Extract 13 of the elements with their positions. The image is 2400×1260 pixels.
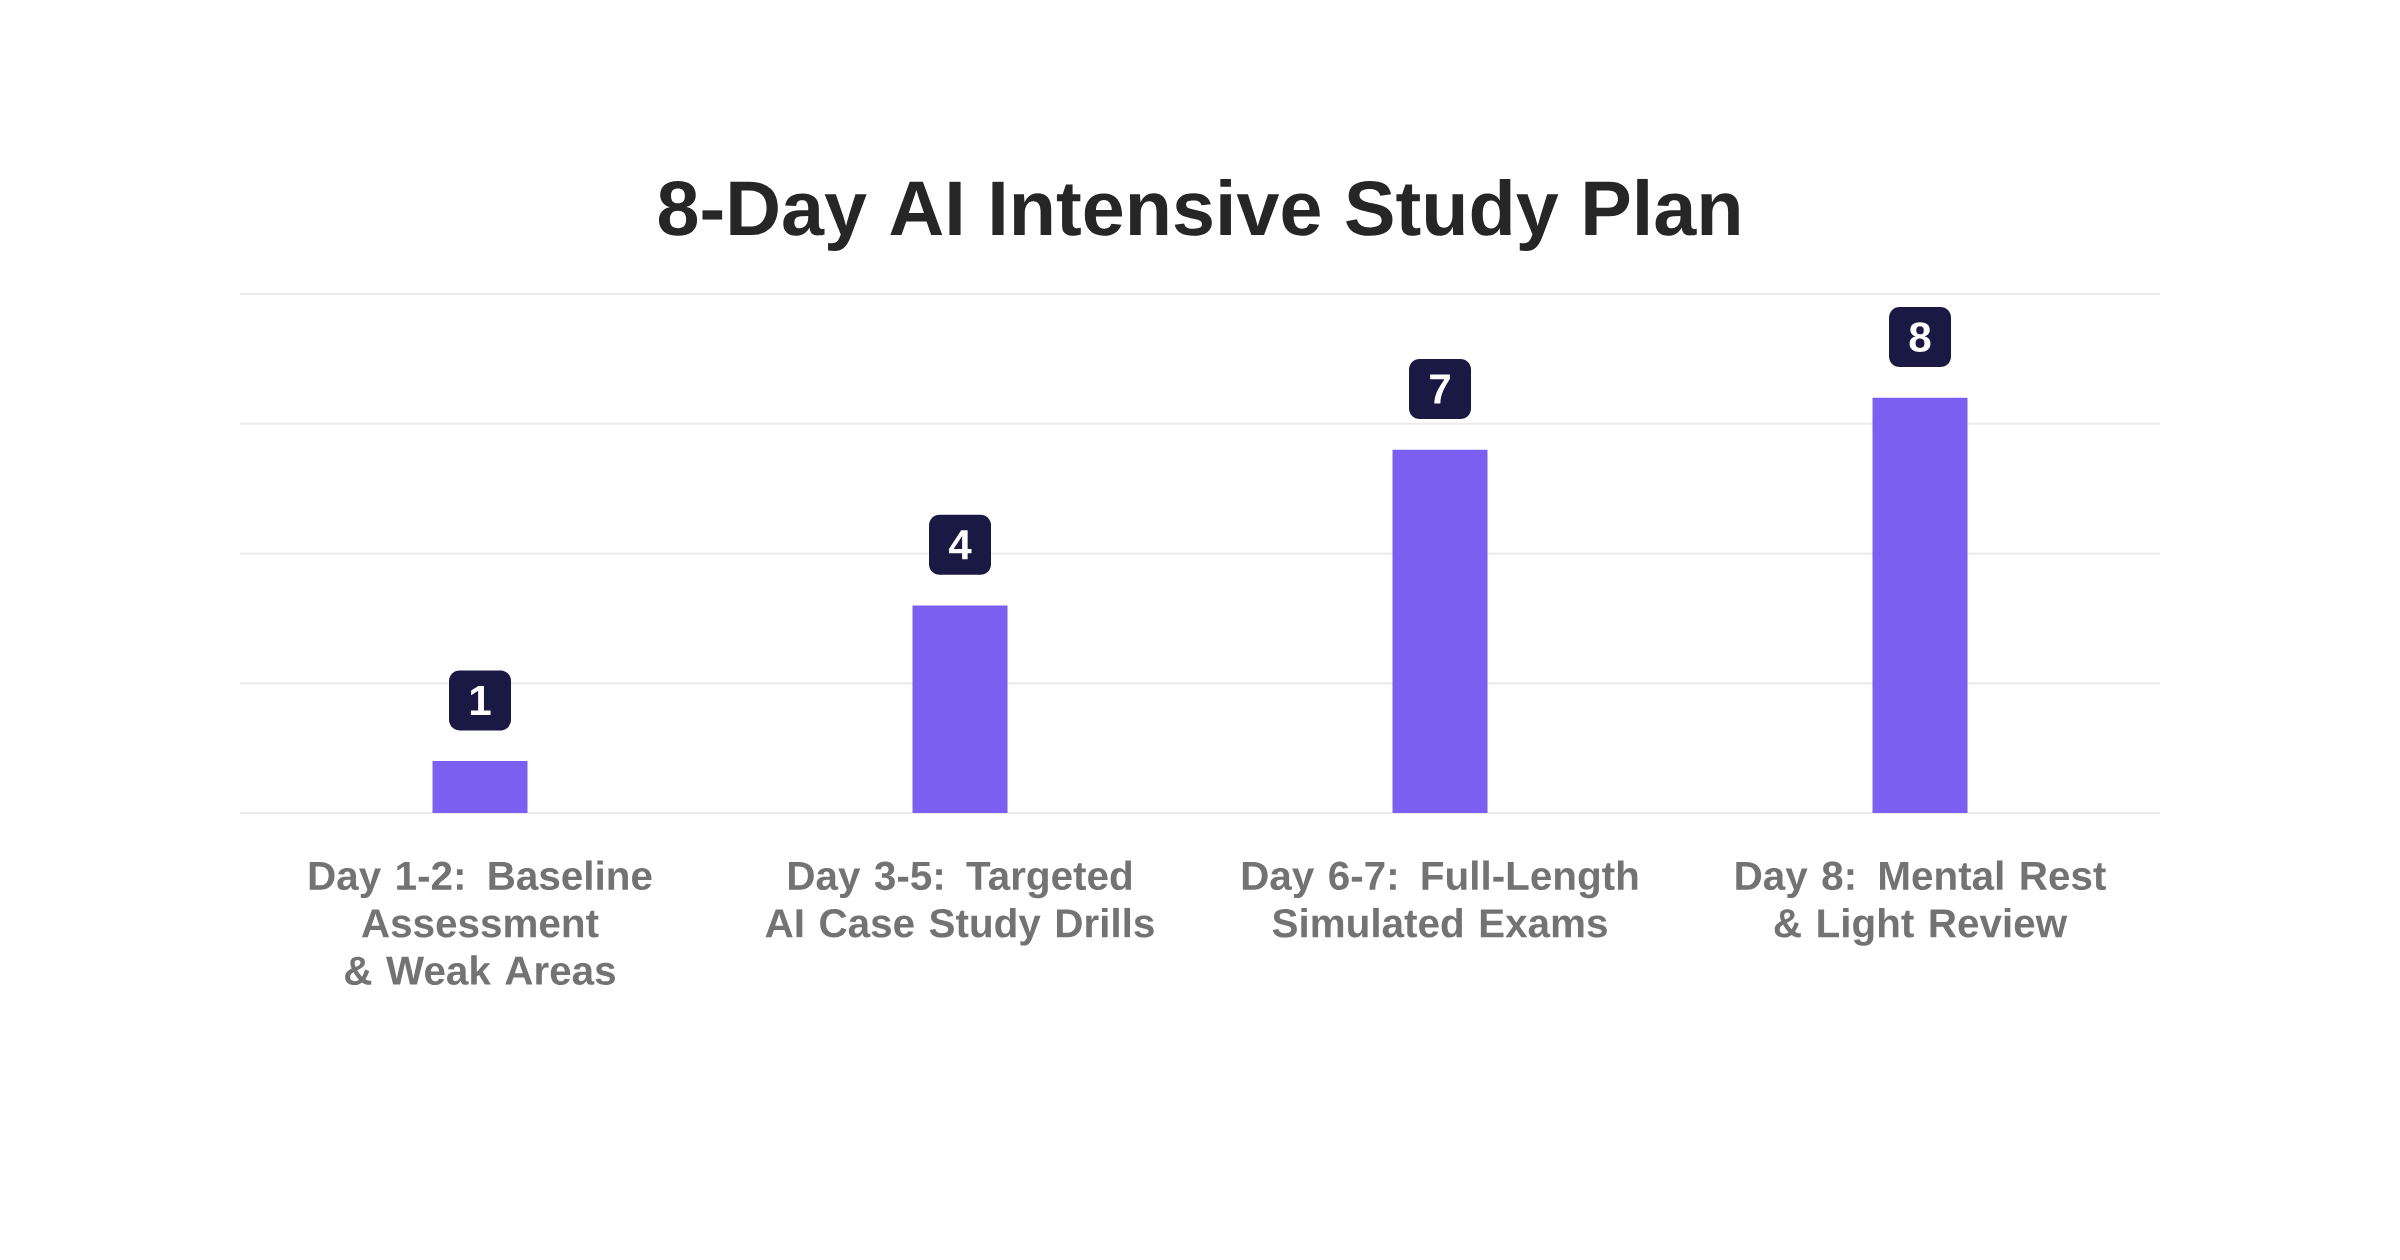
data-label: 4	[948, 530, 972, 560]
bar	[912, 605, 1008, 814]
x-tick-label: Day 6-7: Full-Length Simulated Exams	[1242, 860, 1638, 938]
x-tick-label: Day 8: Mental Rest & Light Review	[1736, 860, 2106, 946]
data-label: 8	[1909, 322, 1931, 353]
bar	[1872, 397, 1968, 814]
chart-title: 8-Day AI Intensive Study Plan	[658, 178, 1739, 252]
bar	[1392, 449, 1488, 814]
x-tick-label: Day 1-2: Baseline Assessment & Weak Areas	[309, 860, 652, 985]
bar	[432, 761, 528, 814]
x-tick-label: Day 3-5: Targeted AI Case Study Drills	[765, 860, 1154, 946]
data-label: 1	[470, 685, 491, 715]
data-label: 7	[1430, 374, 1450, 404]
